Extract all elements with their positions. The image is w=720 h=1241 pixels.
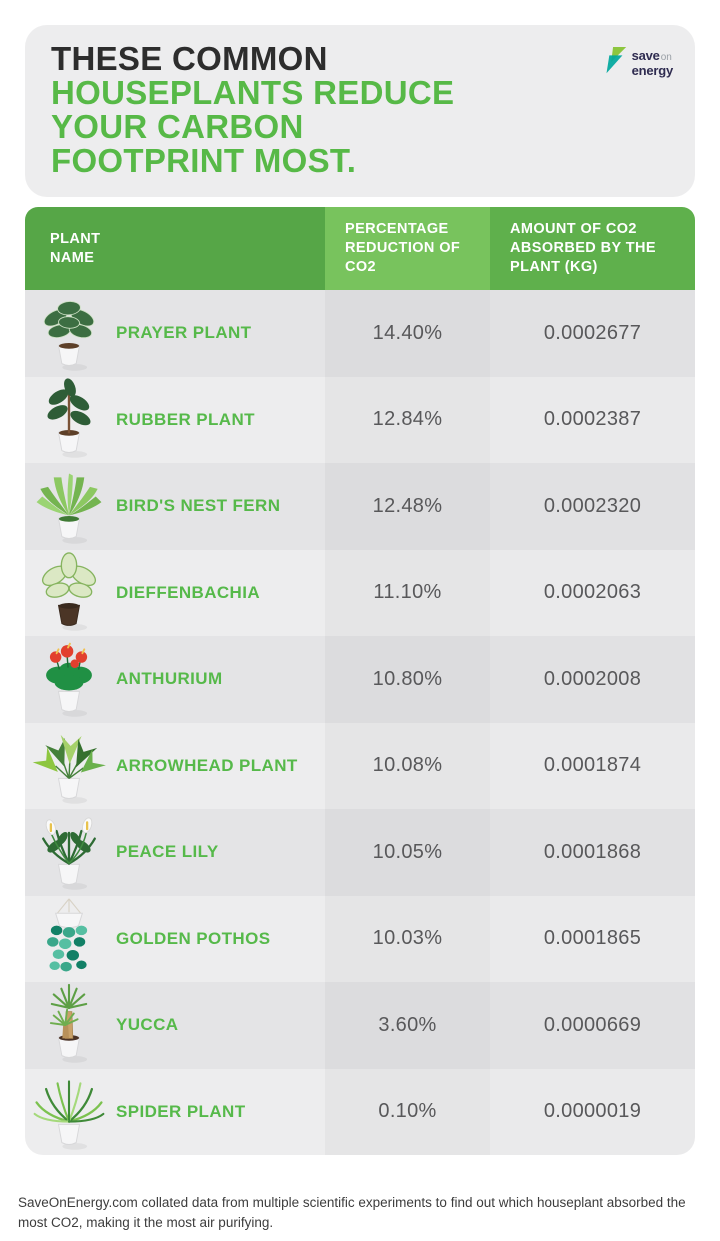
absorbed-value: 0.0002320 [543,494,642,517]
absorbed-value: 0.0000669 [543,1013,642,1036]
logo-word-on: on [660,52,672,63]
absorbed-value: 0.0000019 [543,1100,642,1123]
absorbed-value: 0.0001865 [543,927,642,950]
reduction-value: 12.84% [372,408,443,431]
plant-name: ARROWHEAD PLANT [116,755,298,775]
saveonenergy-logo: saveon energy [599,46,673,77]
table-row: GOLDEN POTHOS 10.03% 0.0001865 [25,895,695,982]
absorbed-value: 0.0001868 [543,840,642,863]
table-row: PRAYER PLANT 14.40% 0.0002677 [25,290,695,377]
plant-name: ANTHURIUM [116,669,223,689]
plant-name: PRAYER PLANT [116,323,252,343]
absorbed-value: 0.0002387 [543,408,642,431]
absorbed-value: 0.0002677 [543,321,642,344]
plant-name: SPIDER PLANT [116,1101,246,1121]
table-header-row: PLANT NAME PERCENTAGE REDUCTION OF CO2 A… [25,207,695,290]
plant-name: RUBBER PLANT [116,409,255,429]
source-note: SaveOnEnergy.com collated data from mult… [18,1194,686,1230]
arrowhead-plant-icon [32,734,106,804]
table-row: PEACE LILY 10.05% 0.0001868 [25,809,695,896]
column-header-amount-absorbed: AMOUNT OF CO2 ABSORBED BY THE PLANT (KG) [490,207,695,290]
title-line-green-3: FOOTPRINT MOST. [51,142,357,179]
reduction-value: 14.40% [372,321,443,344]
reduction-value: 10.08% [372,754,443,777]
page-title: THESE COMMON HOUSEPLANTS REDUCE YOUR CAR… [51,42,671,178]
reduction-value: 10.80% [372,667,443,690]
plant-name: GOLDEN POTHOS [116,928,271,948]
table-row: SPIDER PLANT 0.10% 0.0000019 [25,1068,695,1155]
reduction-value: 3.60% [378,1013,437,1036]
column-header-percentage-reduction: PERCENTAGE REDUCTION OF CO2 [325,207,490,290]
peace-lily-icon [42,817,96,890]
plant-name: BIRD'S NEST FERN [116,496,281,516]
hero-banner: THESE COMMON HOUSEPLANTS REDUCE YOUR CAR… [25,25,695,197]
plant-name: YUCCA [116,1015,179,1035]
plants-table: PLANT NAME PERCENTAGE REDUCTION OF CO2 A… [25,207,695,1155]
spider-plant-icon [33,1080,105,1150]
plant-name: DIEFFENBACHIA [116,582,261,602]
absorbed-value: 0.0002008 [543,667,642,690]
table-row: ARROWHEAD PLANT 10.08% 0.0001874 [25,722,695,809]
reduction-value: 10.03% [372,927,443,950]
absorbed-value: 0.0002063 [543,581,642,604]
column-header-plant-name: PLANT NAME [25,207,325,290]
table-row: RUBBER PLANT 12.84% 0.0002387 [25,376,695,463]
title-line-green-2: YOUR CARBON [51,108,304,145]
title-line-dark: THESE COMMON [51,40,328,77]
reduction-value: 10.05% [372,840,443,863]
prayer-plant-icon [43,301,95,371]
logo-word-energy: energy [631,63,674,78]
reduction-value: 12.48% [372,494,443,517]
logo-word-save: save [631,48,660,63]
logo-wordmark: saveon energy [631,46,674,78]
golden-pothos-icon [47,898,88,972]
table-row: YUCCA 3.60% 0.0000669 [25,982,695,1069]
table-row: ANTHURIUM 10.80% 0.0002008 [25,636,695,723]
yucca-icon [49,984,88,1063]
dieffenbachia-icon [41,551,97,631]
birds-nest-fern-icon [36,473,102,544]
plant-name: PEACE LILY [116,842,219,862]
anthurium-icon [46,642,92,717]
title-line-green-1: HOUSEPLANTS REDUCE [51,74,455,111]
table-row: BIRD'S NEST FERN 12.48% 0.0002320 [25,463,695,550]
table-row: DIEFFENBACHIA 11.10% 0.0002063 [25,549,695,636]
rubber-plant-icon [47,378,91,458]
reduction-value: 11.10% [373,581,442,604]
reduction-value: 0.10% [378,1100,437,1123]
lightning-bolt-icon [606,46,626,74]
absorbed-value: 0.0001874 [543,754,642,777]
